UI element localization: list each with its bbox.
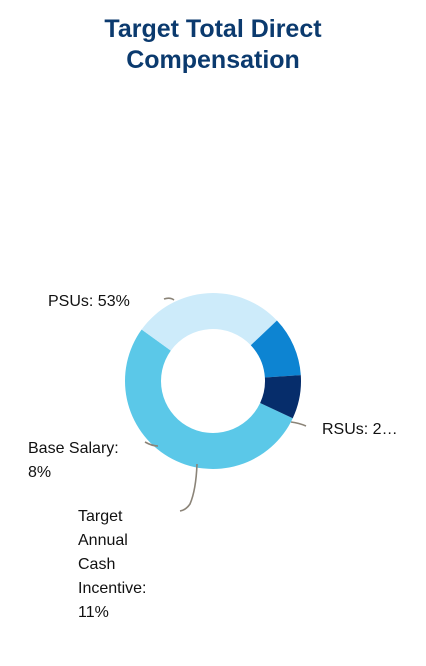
leader-line-base-salary	[144, 441, 159, 447]
leader-line-rsus	[290, 421, 307, 427]
donut-slice-base-salary	[260, 375, 301, 419]
chart-title-line-1: Target Total Direct	[104, 15, 322, 43]
chart-title-line-2: Compensation	[126, 46, 300, 74]
chart-title: Target Total Direct Compensation	[0, 14, 426, 76]
donut-slice-rsus	[141, 293, 277, 351]
leader-line-psus	[163, 297, 175, 301]
slice-label-psus: PSUs: 53%	[48, 293, 130, 310]
donut-slice-target-annual-cash-incentive	[250, 320, 301, 378]
slice-label-rsus: RSUs: 2…	[322, 421, 398, 438]
slice-label-target-annual-cash-incentive: Target Annual Cash Incentive: 11%	[78, 508, 147, 621]
slice-label-base-salary: Base Salary: 8%	[28, 440, 119, 481]
donut-slice-psus	[125, 329, 293, 469]
leader-line-target-annual-cash-incentive	[179, 463, 198, 512]
